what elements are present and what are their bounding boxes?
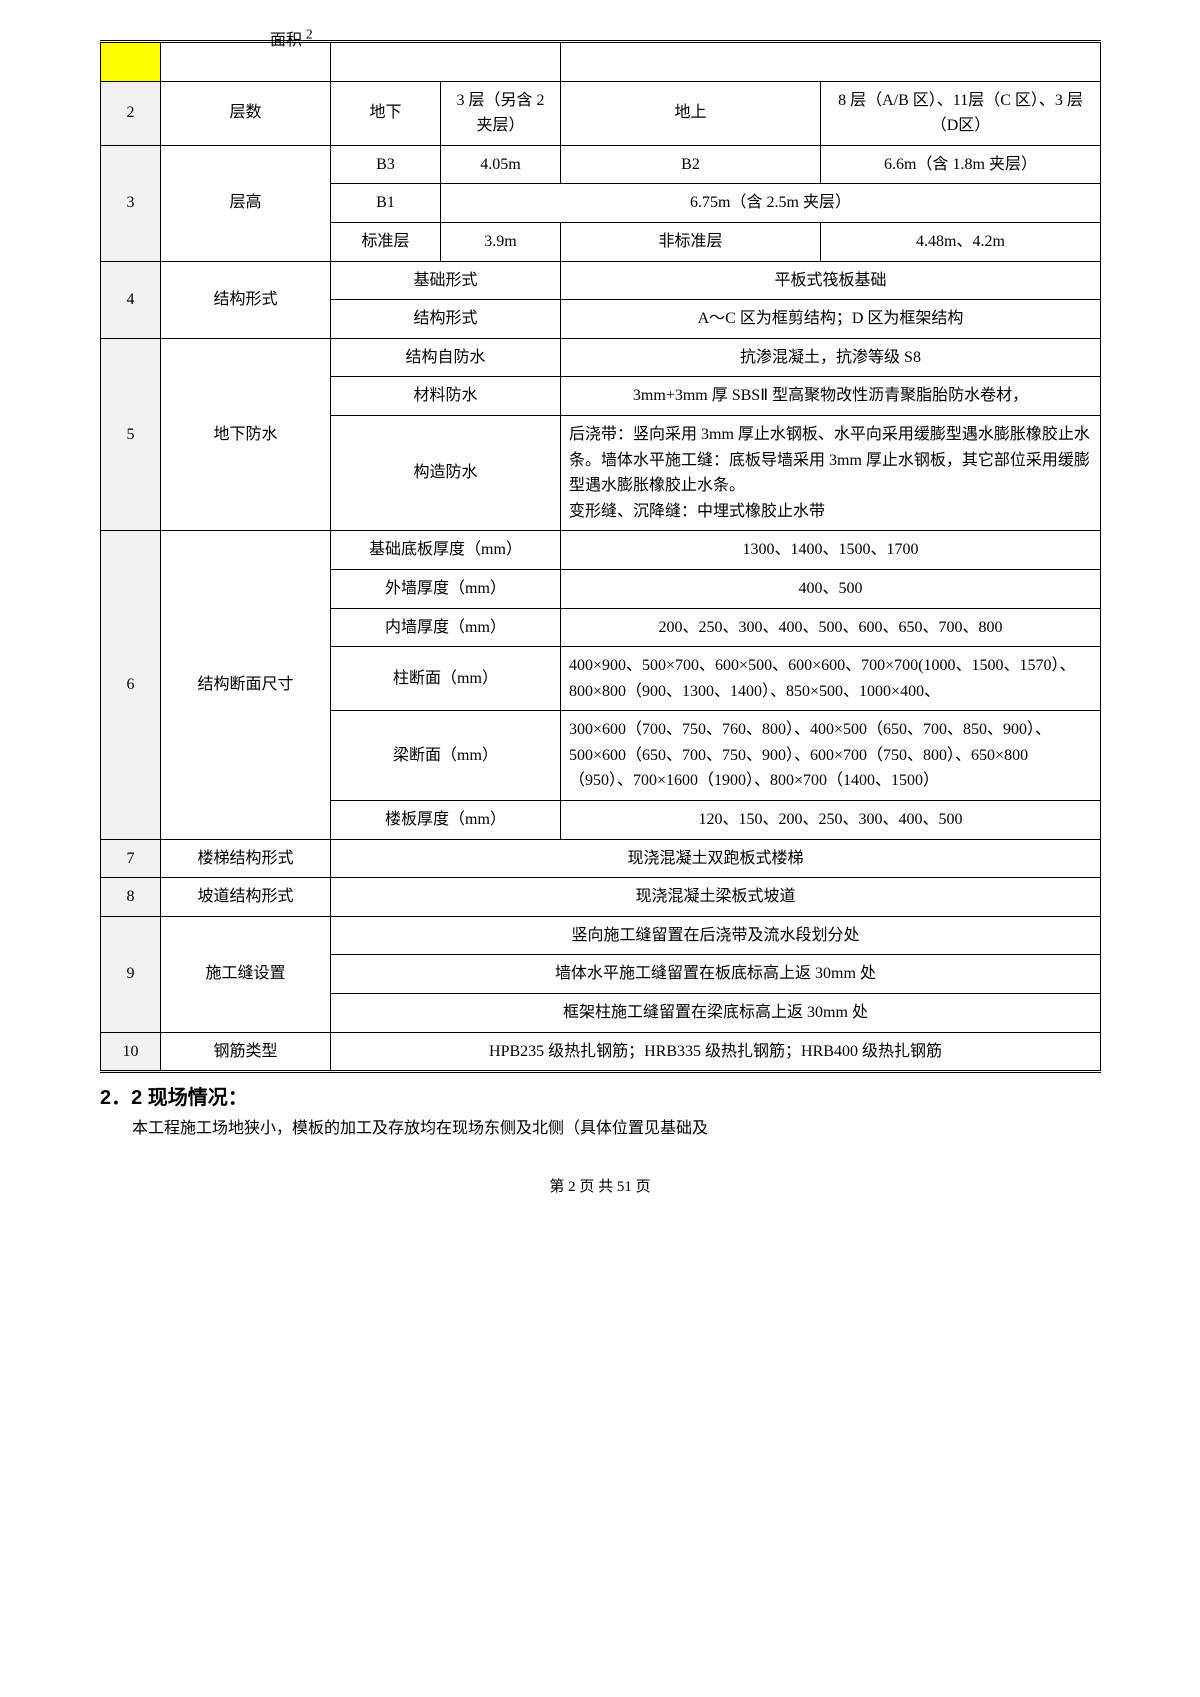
cell: 现浇混凝土梁板式坡道 (331, 878, 1101, 917)
cell: 外墙厚度（mm） (331, 569, 561, 608)
cell: 6.75m（含 2.5m 夹层） (441, 184, 1101, 223)
cell: 基础底板厚度（mm） (331, 531, 561, 570)
cell: 1300、1400、1500、1700 (561, 531, 1101, 570)
cell: 梁断面（mm） (331, 711, 561, 801)
cell-yellow (101, 42, 161, 82)
table-row: 10 钢筋类型 HPB235 级热扎钢筋；HRB335 级热扎钢筋；HRB400… (101, 1032, 1101, 1072)
cell: 平板式筏板基础 (561, 261, 1101, 300)
cell: 框架柱施工缝留置在梁底标高上返 30mm 处 (331, 994, 1101, 1033)
cell: 4.48m、4.2m (821, 222, 1101, 261)
table-row: 9 施工缝设置 竖向施工缝留置在后浇带及流水段划分处 (101, 916, 1101, 955)
cell: 400×900、500×700、600×500、600×600、700×700(… (561, 647, 1101, 711)
cell: B3 (331, 145, 441, 184)
table-row: 8 坡道结构形式 现浇混凝土梁板式坡道 (101, 878, 1101, 917)
cell: 120、150、200、250、300、400、500 (561, 801, 1101, 840)
cell: 地上 (561, 81, 821, 145)
cell: 竖向施工缝留置在后浇带及流水段划分处 (331, 916, 1101, 955)
table-row: 4 结构形式 基础形式 平板式筏板基础 (101, 261, 1101, 300)
row-num: 7 (101, 839, 161, 878)
cell: A～C 区为框剪结构；D 区为框架结构 (561, 300, 1101, 339)
table-row (101, 42, 1101, 82)
body-text: 本工程施工场地狭小，模板的加工及存放均在现场东侧及北侧（具体位置见基础及 (100, 1114, 1100, 1144)
cell: 3 层（另含 2 夹层） (441, 81, 561, 145)
row-num: 3 (101, 145, 161, 261)
main-table: 2 层数 地下 3 层（另含 2 夹层） 地上 8 层（A/B 区）、11层（C… (100, 40, 1101, 1073)
cell: 200、250、300、400、500、600、650、700、800 (561, 608, 1101, 647)
row-num: 5 (101, 338, 161, 531)
cell: 楼板厚度（mm） (331, 801, 561, 840)
cell: 内墙厚度（mm） (331, 608, 561, 647)
cell: 柱断面（mm） (331, 647, 561, 711)
row-label: 结构断面尺寸 (161, 531, 331, 839)
cell (561, 42, 1101, 82)
row-label: 层数 (161, 81, 331, 145)
row-label: 坡道结构形式 (161, 878, 331, 917)
row-label: 施工缝设置 (161, 916, 331, 1032)
cell: 地下 (331, 81, 441, 145)
cell (161, 42, 331, 82)
cell: 结构形式 (331, 300, 561, 339)
cell: 非标准层 (561, 222, 821, 261)
row-num: 8 (101, 878, 161, 917)
table-row: 7 楼梯结构形式 现浇混凝土双跑板式楼梯 (101, 839, 1101, 878)
cell: HPB235 级热扎钢筋；HRB335 级热扎钢筋；HRB400 级热扎钢筋 (331, 1032, 1101, 1072)
cell: 抗渗混凝土，抗渗等级 S8 (561, 338, 1101, 377)
cell: B2 (561, 145, 821, 184)
table-row: 5 地下防水 结构自防水 抗渗混凝土，抗渗等级 S8 (101, 338, 1101, 377)
row-num: 10 (101, 1032, 161, 1072)
row-num: 9 (101, 916, 161, 1032)
cell: 4.05m (441, 145, 561, 184)
cell: 材料防水 (331, 377, 561, 416)
row-label: 层高 (161, 145, 331, 261)
table-row: 6 结构断面尺寸 基础底板厚度（mm） 1300、1400、1500、1700 (101, 531, 1101, 570)
cell: 结构自防水 (331, 338, 561, 377)
cell: 3.9m (441, 222, 561, 261)
row-label: 地下防水 (161, 338, 331, 531)
row-label: 钢筋类型 (161, 1032, 331, 1072)
row-label: 结构形式 (161, 261, 331, 338)
row-label: 楼梯结构形式 (161, 839, 331, 878)
page: 面积 2 2 层数 地下 3 层（另含 2 夹层） 地上 8 层（A/B 区）、… (50, 0, 1150, 1236)
cell: 300×600（700、750、760、800）、400×500（650、700… (561, 711, 1101, 801)
row-num: 6 (101, 531, 161, 839)
row-num: 4 (101, 261, 161, 338)
cell: B1 (331, 184, 441, 223)
table-row: 3 层高 B3 4.05m B2 6.6m（含 1.8m 夹层） (101, 145, 1101, 184)
cell: 基础形式 (331, 261, 561, 300)
cell (331, 42, 561, 82)
cell: 3mm+3mm 厚 SBSⅡ 型高聚物改性沥青聚脂胎防水卷材， (561, 377, 1101, 416)
cell: 后浇带：竖向采用 3mm 厚止水钢板、水平向采用缓膨型遇水膨胀橡胶止水条。墙体水… (561, 415, 1101, 530)
cell: 构造防水 (331, 415, 561, 530)
section-title: 2．2 现场情况： (100, 1081, 1100, 1110)
table-row: 2 层数 地下 3 层（另含 2 夹层） 地上 8 层（A/B 区）、11层（C… (101, 81, 1101, 145)
cell: 400、500 (561, 569, 1101, 608)
cell: 墙体水平施工缝留置在板底标高上返 30mm 处 (331, 955, 1101, 994)
text: 后浇带：竖向采用 3mm 厚止水钢板、水平向采用缓膨型遇水膨胀橡胶止水条。墙体水… (569, 426, 1090, 494)
row-num: 2 (101, 81, 161, 145)
cell: 8 层（A/B 区）、11层（C 区）、3 层（D区） (821, 81, 1101, 145)
cell: 现浇混凝土双跑板式楼梯 (331, 839, 1101, 878)
text: 变形缝、沉降缝：中埋式橡胶止水带 (569, 503, 825, 520)
cell: 6.6m（含 1.8m 夹层） (821, 145, 1101, 184)
page-footer: 第 2 页 共 51 页 (100, 1175, 1100, 1196)
cell: 标准层 (331, 222, 441, 261)
